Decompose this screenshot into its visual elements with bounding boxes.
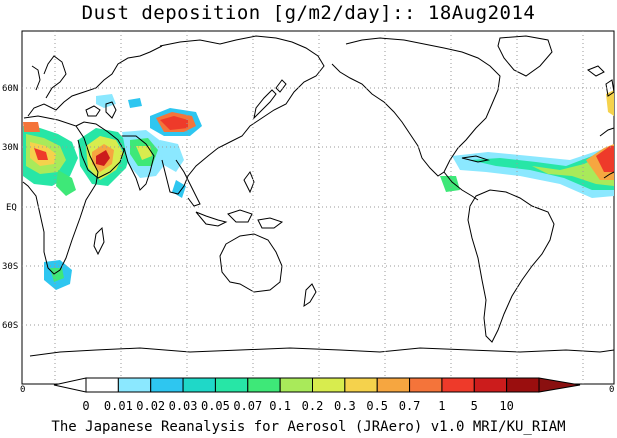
colorbar-tick-label: 0.2 — [302, 399, 324, 413]
colorbar-cell — [376, 377, 411, 393]
colorbar-cell — [182, 377, 216, 393]
colorbar-tick-label: 10 — [499, 399, 513, 413]
colorbar-cell — [344, 377, 378, 393]
colorbar-tick-label: 0.05 — [201, 399, 230, 413]
colorbar-tick-label: 0.5 — [366, 399, 388, 413]
colorbar-cell — [214, 377, 249, 393]
lat-label-60s: 60S — [2, 321, 18, 331]
colorbar-tick-label: 0.02 — [136, 399, 165, 413]
dust-region-sahara — [23, 122, 78, 196]
colorbar-tick-label: 5 — [471, 399, 478, 413]
colorbar-under-arrow — [53, 377, 87, 393]
colorbar-cell — [150, 377, 184, 393]
colorbar-edge-label-left: 0 — [20, 385, 25, 395]
colorbar-tick-label: 0.07 — [233, 399, 262, 413]
lat-label-60n: 60N — [2, 84, 18, 94]
coastlines — [22, 35, 615, 357]
colorbar-edge-label-right: 0 — [609, 385, 614, 395]
colorbar-cell — [473, 377, 508, 393]
colorbar-tick-labels: 0 0.01 0.02 0.03 0.05 0.07 0.1 0.2 0.3 0.5 0.7 1 5 10 — [82, 399, 513, 413]
footer-credit: The Japanese Reanalysis for Aerosol (JRA… — [51, 419, 566, 435]
dust-region-southern-africa — [44, 260, 72, 290]
colorbar: 0 0.01 0.02 0.03 0.05 0.07 0.1 0.2 0.3 0.5 0.7 1 5 10… — [20, 377, 614, 413]
lat-label-eq: EQ — [6, 203, 17, 213]
latitude-labels: 60N 30N EQ 30S 60S — [2, 84, 18, 331]
colorbar-tick-label: 0.01 — [104, 399, 133, 413]
colorbar-cell — [441, 377, 475, 393]
colorbar-over-arrow — [538, 377, 581, 393]
chart-title: Dust deposition [g/m2/day]:: 18Aug2014 — [81, 2, 536, 24]
colorbar-cell — [117, 377, 152, 393]
dust-region-india — [122, 130, 168, 178]
lat-label-30n: 30N — [2, 143, 18, 153]
colorbar-tick-label: 0.7 — [399, 399, 421, 413]
gridlines — [22, 31, 614, 384]
colorbar-cell — [506, 377, 540, 393]
colorbar-cell — [409, 377, 443, 393]
colorbar-cells — [85, 377, 540, 393]
colorbar-cell — [312, 377, 346, 393]
colorbar-tick-label: 0 — [82, 399, 89, 413]
colorbar-tick-label: 0.03 — [169, 399, 198, 413]
colorbar-cell — [279, 377, 313, 393]
dust-region-central-asia — [96, 94, 202, 198]
dust-region-atlantic-plume — [440, 90, 614, 198]
lat-label-30s: 30S — [2, 262, 18, 272]
colorbar-cell — [85, 377, 119, 393]
colorbar-tick-label: 1 — [438, 399, 445, 413]
colorbar-cell — [247, 377, 281, 393]
colorbar-tick-label: 0.3 — [334, 399, 356, 413]
colorbar-tick-label: 0.1 — [269, 399, 291, 413]
